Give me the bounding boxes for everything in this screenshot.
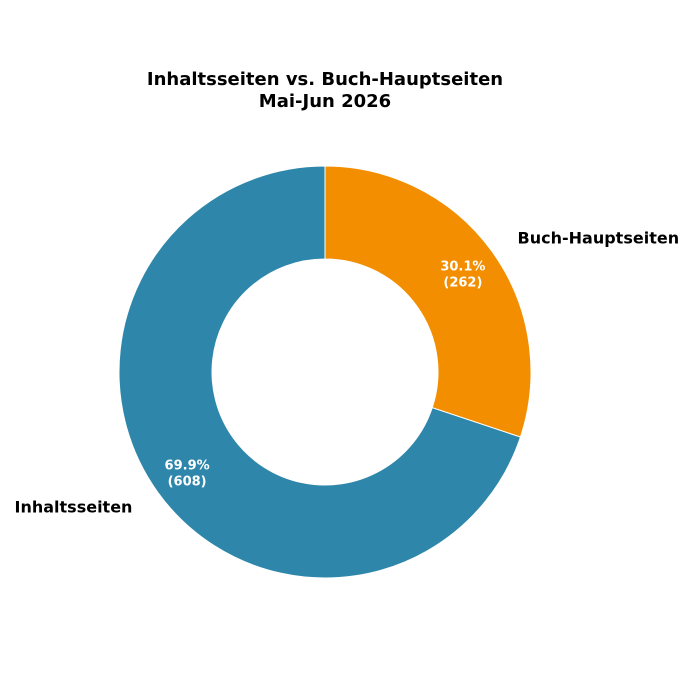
chart-title-line-1: Inhaltsseiten vs. Buch-Hauptseiten [147, 69, 503, 90]
labels-layer: 30.1%(262) Buch-Hauptseiten 69.9%(608) Inha… [15, 228, 680, 516]
percent-label-inhaltsseiten: 69.9% [165, 458, 210, 473]
category-label-inhaltsseiten: Inhaltsseiten [15, 498, 133, 517]
slice-buch-hauptseiten [324, 165, 532, 438]
category-label-buch-hauptseiten: Buch-Hauptseiten [518, 228, 680, 247]
chart-title-line-2: Mai-Jun 2026 [259, 91, 391, 112]
count-label-buch-hauptseiten: (262) [443, 276, 482, 291]
percent-label-buch-hauptseiten: 30.1% [440, 260, 485, 275]
slice-inhaltsseiten [118, 165, 522, 579]
slices-layer [118, 165, 532, 579]
count-label-inhaltsseiten: (608) [168, 474, 207, 489]
